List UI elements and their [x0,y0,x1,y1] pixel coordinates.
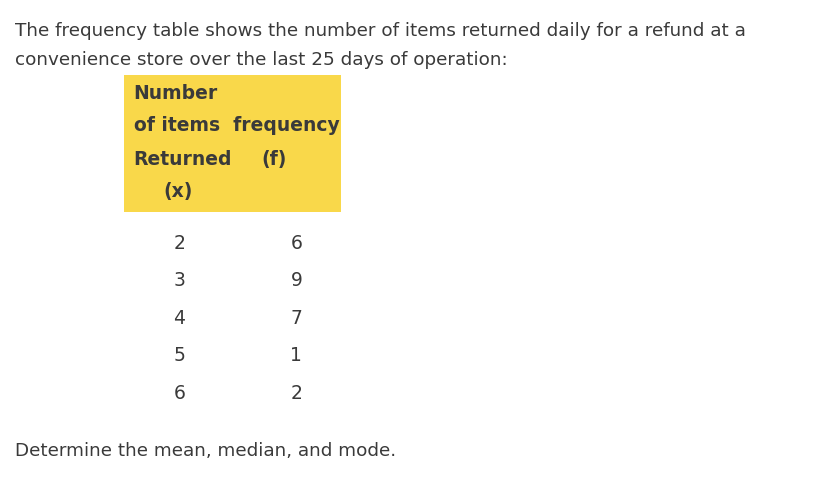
Text: 1: 1 [291,346,302,366]
Text: (x): (x) [164,182,193,201]
FancyBboxPatch shape [124,75,341,212]
Text: convenience store over the last 25 days of operation:: convenience store over the last 25 days … [15,51,508,69]
Text: 3: 3 [174,271,185,291]
Text: 2: 2 [174,234,185,253]
Text: 4: 4 [174,309,185,328]
Text: Returned: Returned [134,150,232,169]
Text: 9: 9 [291,271,302,291]
Text: Determine the mean, median, and mode.: Determine the mean, median, and mode. [15,442,396,460]
Text: 6: 6 [291,234,302,253]
Text: The frequency table shows the number of items returned daily for a refund at a: The frequency table shows the number of … [15,22,746,40]
Text: Number: Number [134,84,218,103]
Text: (f): (f) [261,150,286,169]
Text: of items  frequency: of items frequency [134,116,339,135]
Text: 2: 2 [291,384,302,403]
Text: 7: 7 [291,309,302,328]
Text: 5: 5 [174,346,185,366]
Text: 6: 6 [174,384,185,403]
